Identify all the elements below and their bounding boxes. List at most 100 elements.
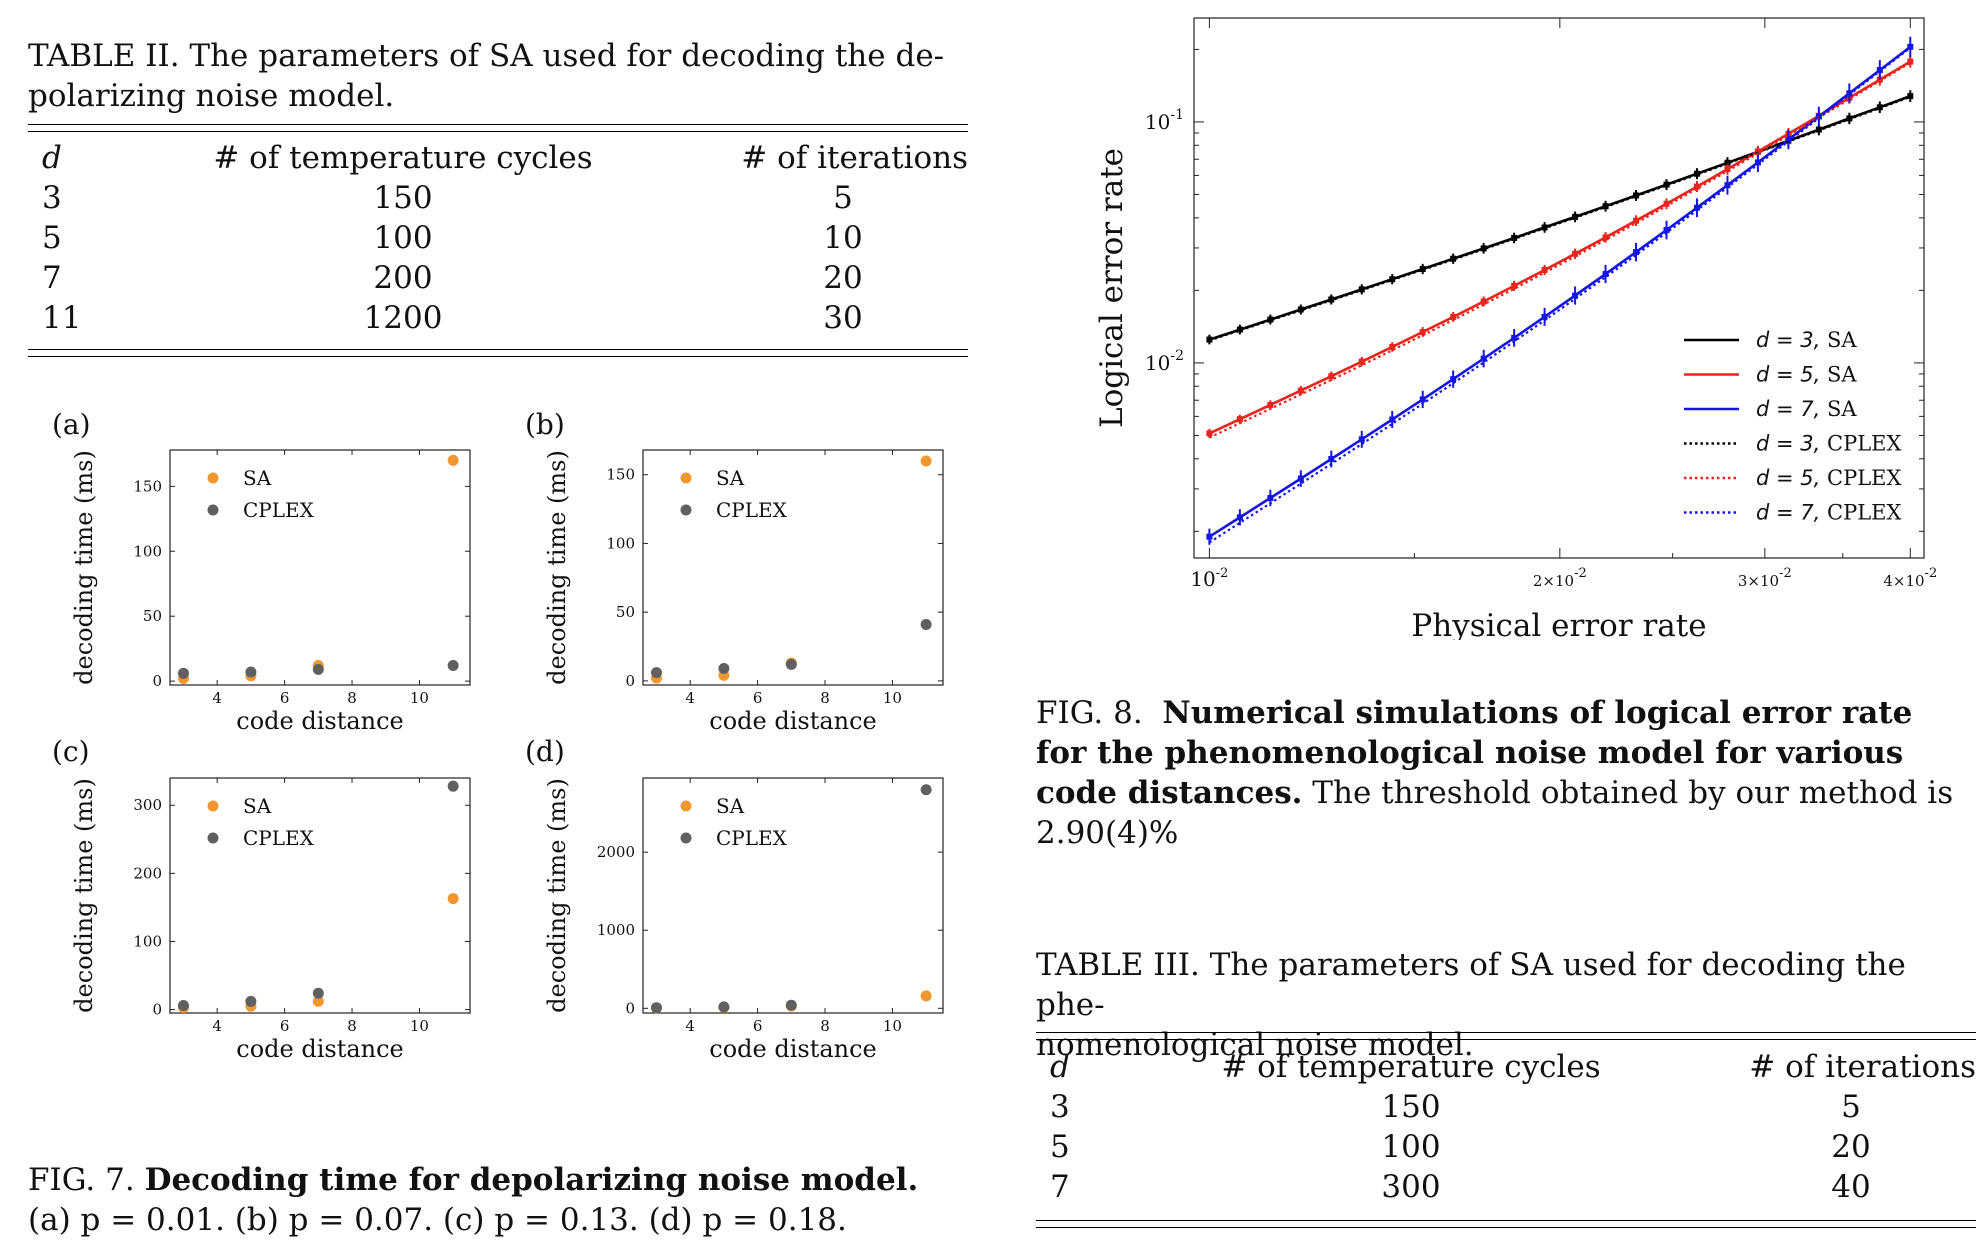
plot-frame	[1193, 17, 1925, 559]
fig8-caption: FIG. 8. Numerical simulations of logical…	[1036, 693, 1976, 853]
data-point	[1907, 93, 1914, 100]
point-sa	[447, 893, 459, 905]
data-point	[1267, 401, 1274, 408]
table3-cell-r2-c0: 5	[1050, 1129, 1070, 1165]
y-tick-label: 100	[133, 932, 162, 950]
legend-label-sa: SA	[716, 794, 745, 818]
x-tick-label: 4	[685, 1017, 695, 1035]
legend-marker-cplex	[680, 504, 692, 516]
data-point	[1480, 355, 1487, 362]
table2-top-rule-2	[28, 131, 968, 132]
fig8-caption-bold-3: code distances.	[1036, 775, 1303, 811]
table3-header-0: d	[1050, 1049, 1070, 1085]
table3-top-rule-2	[1036, 1039, 1976, 1040]
table2-top-rule	[28, 124, 968, 125]
fig8-chart: 10-2 2×10-2 3×10-2 4×10-2 10-2 10-1 Physical e…	[1094, 17, 1937, 640]
data-point	[1663, 200, 1670, 207]
y-axis-label: decoding time (ms)	[543, 450, 571, 685]
data-point	[1511, 282, 1518, 289]
data-point	[1328, 373, 1335, 380]
x-tick-label: 6	[753, 689, 763, 707]
legend-marker-sa	[680, 472, 692, 484]
point-sa	[920, 990, 932, 1002]
data-point	[1602, 270, 1609, 277]
y-tick-label: 2000	[597, 843, 635, 861]
x-axis-label: Physical error rate	[1411, 608, 1706, 640]
fig8-caption-rest-3: The threshold obtained by our method is	[1312, 775, 1954, 811]
point-sa	[447, 454, 459, 466]
data-point	[1907, 58, 1914, 65]
fig8-caption-bold-2: for the phenomenological noise model for…	[1036, 735, 1904, 771]
table2-cell-r3-c2: 20	[823, 260, 863, 296]
point-cplex	[245, 666, 257, 678]
y-tick-label: 50	[143, 607, 162, 625]
panel-label-d: (d)	[525, 735, 565, 768]
y-axis-label: decoding time (ms)	[70, 450, 98, 685]
table3-caption-line2: nomenological noise model.	[1036, 1027, 1474, 1063]
data-point	[1541, 266, 1548, 273]
y-tick-label: 10-1	[1145, 107, 1184, 134]
point-sa	[920, 455, 932, 467]
y-axis-label: decoding time (ms)	[70, 778, 98, 1013]
plot-frame	[169, 777, 471, 1014]
x-tick-label: 8	[347, 689, 357, 707]
x-tick-label: 6	[753, 1017, 763, 1035]
x-tick-label: 6	[280, 1017, 290, 1035]
plot-frame	[169, 449, 471, 686]
series-line-3	[1208, 45, 1912, 538]
x-tick-label: 4	[685, 689, 695, 707]
y-tick-label: 1000	[597, 921, 635, 939]
series-line-5	[1208, 61, 1911, 439]
table2-cell-r4-c0: 11	[42, 300, 82, 336]
y-tick-label: 50	[616, 603, 635, 621]
legend-label-cplex: CPLEX	[716, 826, 788, 850]
data-point	[1297, 306, 1304, 313]
point-cplex	[447, 660, 459, 672]
x-axis-label: code distance	[236, 1035, 404, 1063]
legend-marker-sa	[207, 472, 219, 484]
point-cplex	[785, 999, 797, 1011]
data-point	[1389, 343, 1396, 350]
legend-label-cplex: CPLEX	[243, 826, 315, 850]
legend-label-cplex: CPLEX	[716, 498, 788, 522]
fig8-caption-rest-4: 2.90(4)%	[1036, 815, 1179, 851]
plot-frame	[642, 449, 944, 686]
y-tick-label: 0	[152, 1001, 162, 1019]
data-point	[1328, 456, 1335, 463]
series-line-6	[1208, 46, 1911, 544]
x-tick-label: 8	[820, 1017, 830, 1035]
point-cplex	[718, 663, 730, 675]
point-cplex	[312, 663, 324, 675]
point-cplex	[650, 1002, 662, 1014]
data-point	[1907, 43, 1914, 50]
point-cplex	[920, 619, 932, 631]
x-tick-label: 8	[820, 689, 830, 707]
data-point	[1724, 182, 1731, 189]
table2-cell-r2-c0: 5	[42, 220, 62, 256]
fig7-caption-prefix: FIG. 7.	[28, 1162, 135, 1198]
data-point	[1693, 204, 1700, 211]
legend-label-sa: SA	[243, 466, 272, 490]
data-point	[1419, 266, 1426, 273]
fig7-caption-bold: Decoding time for depolarizing noise mod…	[144, 1162, 919, 1198]
plot-frame	[642, 777, 944, 1014]
data-point	[1572, 292, 1579, 299]
data-point	[1693, 170, 1700, 177]
y-axis-label: decoding time (ms)	[543, 778, 571, 1013]
data-point	[1785, 136, 1792, 143]
point-cplex	[447, 780, 459, 792]
table2-cell-r2-c2: 10	[823, 220, 863, 256]
point-cplex	[177, 1000, 189, 1012]
data-point	[1450, 376, 1457, 383]
data-point	[1663, 227, 1670, 234]
y-tick-label: 0	[625, 999, 635, 1017]
y-tick-label: 100	[133, 542, 162, 560]
data-point	[1450, 255, 1457, 262]
table2-header-1: # of temperature cycles	[213, 140, 593, 176]
point-cplex	[785, 658, 797, 670]
y-tick-label: 150	[606, 466, 635, 484]
table3-caption-line1: TABLE III. The parameters of SA used for…	[1036, 947, 1906, 1023]
panel-label-a: (a)	[52, 408, 91, 441]
